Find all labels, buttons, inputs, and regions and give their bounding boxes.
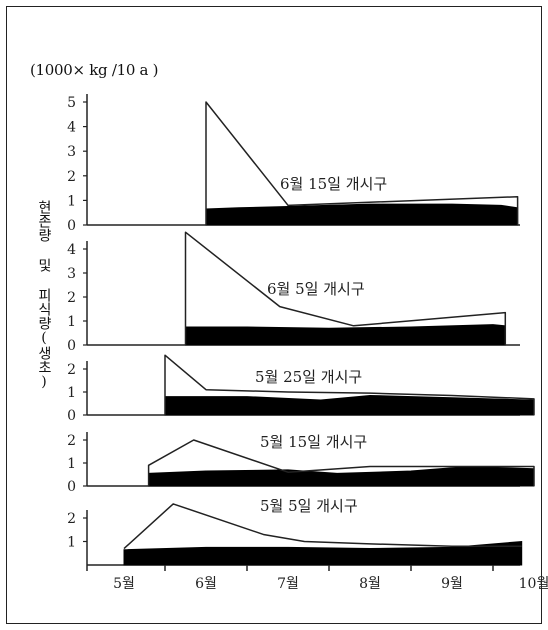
panel-1-label: 6월 5일 개시구 <box>267 280 365 298</box>
panel-3-tick-label-1: 1 <box>67 456 76 472</box>
panel-0-label: 6월 15일 개시구 <box>280 175 387 193</box>
panel-4-consumed-area <box>123 540 523 566</box>
panel-0-tick-label-1: 1 <box>67 193 76 209</box>
panel-0-consumed-area <box>205 203 519 226</box>
panel-1-standing-crop-line <box>184 231 507 345</box>
panel-0-tick-label-5: 5 <box>67 95 76 111</box>
x-axis-label-1: 6월 <box>195 576 217 592</box>
panel-0-tick-label-4: 4 <box>67 120 76 136</box>
panel-2-tick-label-2: 2 <box>67 362 76 378</box>
panel-4-tick-label-1: 2 <box>67 511 76 527</box>
panel-1-tick-label-0: 0 <box>67 338 76 354</box>
panel-4-label: 5월 5일 개시구 <box>260 497 358 515</box>
panel-1-consumed-area <box>185 324 506 346</box>
y-axis-label: 현존량 및 피식량(생초) <box>36 200 52 390</box>
panel-3-consumed-area <box>148 465 535 487</box>
panel-0-tick-label-2: 2 <box>67 169 76 185</box>
x-axis-label-5: 10월 <box>519 576 548 592</box>
panel-1-tick-label-4: 4 <box>67 242 76 258</box>
x-axis-label-0: 5월 <box>113 576 135 592</box>
panel-1-tick-label-3: 3 <box>67 266 76 282</box>
panel-0-standing-crop-line <box>205 101 519 225</box>
figure-frame <box>6 6 542 624</box>
panel-3-label: 5월 15일 개시구 <box>260 433 367 451</box>
panel-2-tick-label-0: 0 <box>67 408 76 424</box>
panel-3-standing-crop-line <box>147 439 535 486</box>
x-axis-label-3: 8월 <box>359 576 381 592</box>
panel-4-tick-label-0: 1 <box>67 535 76 551</box>
panel-2-standing-crop-line <box>164 354 535 415</box>
panel-2-tick-label-1: 1 <box>67 385 76 401</box>
panel-4-standing-crop-line <box>123 503 522 550</box>
panel-3-tick-label-2: 2 <box>67 433 76 449</box>
panel-0-tick-label-0: 0 <box>67 218 76 234</box>
x-axis-label-2: 7월 <box>277 576 299 592</box>
panel-0-tick-label-3: 3 <box>67 144 76 160</box>
panel-2-consumed-area <box>164 394 535 416</box>
x-axis-label-4: 9월 <box>441 576 463 592</box>
panel-2-label: 5월 25일 개시구 <box>255 368 362 386</box>
panel-1-tick-label-2: 2 <box>67 290 76 306</box>
panel-3-tick-label-0: 0 <box>67 479 76 495</box>
panel-1-tick-label-1: 1 <box>67 314 76 330</box>
unit-label: (1000× kg /10 a ) <box>30 61 159 79</box>
